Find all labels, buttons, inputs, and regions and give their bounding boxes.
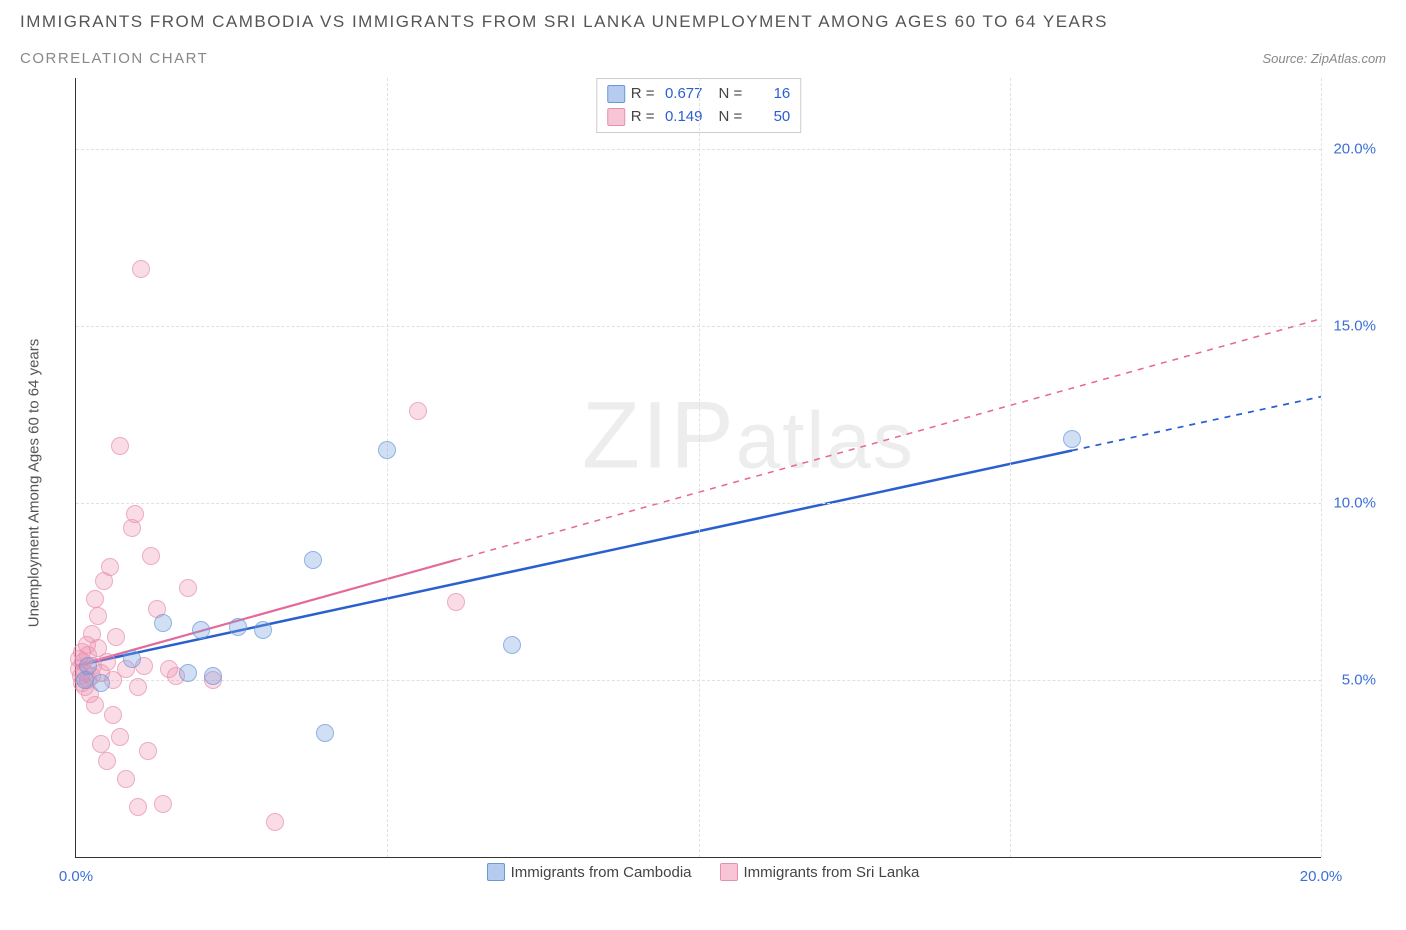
data-point (142, 547, 160, 565)
stat-label-r: R = (631, 106, 655, 129)
legend-label: Immigrants from Cambodia (511, 864, 692, 881)
data-point (154, 614, 172, 632)
data-point (1063, 430, 1081, 448)
bottom-legend: Immigrants from Cambodia Immigrants from … (20, 863, 1386, 885)
trend-line-dashed (1072, 397, 1321, 451)
data-point (92, 735, 110, 753)
data-point (192, 621, 210, 639)
stat-label-n: N = (719, 83, 743, 106)
data-point (447, 593, 465, 611)
legend-swatch (607, 85, 625, 103)
data-point (254, 621, 272, 639)
stat-label-n: N = (719, 106, 743, 129)
data-point (117, 770, 135, 788)
y-tick-label: 5.0% (1342, 671, 1376, 688)
legend-swatch (720, 863, 738, 881)
data-point (266, 813, 284, 831)
data-point (89, 607, 107, 625)
trend-line-solid (76, 451, 1072, 666)
data-point (101, 558, 119, 576)
data-point (179, 579, 197, 597)
data-point (111, 437, 129, 455)
gridline-v (387, 78, 388, 857)
gridline-v (1010, 78, 1011, 857)
data-point (139, 742, 157, 760)
legend-item: Immigrants from Cambodia (487, 863, 692, 881)
data-point (409, 402, 427, 420)
data-point (378, 441, 396, 459)
subtitle-row: CORRELATION CHART Source: ZipAtlas.com (20, 50, 1386, 67)
y-tick-label: 20.0% (1333, 140, 1376, 157)
legend-swatch (607, 108, 625, 126)
data-point (132, 260, 150, 278)
data-point (86, 696, 104, 714)
chart-subtitle: CORRELATION CHART (20, 50, 208, 67)
legend-item: Immigrants from Sri Lanka (720, 863, 920, 881)
stat-value-n: 50 (748, 106, 790, 129)
chart-container: Unemployment Among Ages 60 to 64 years Z… (20, 73, 1386, 893)
data-point (104, 706, 122, 724)
legend-label: Immigrants from Sri Lanka (744, 864, 920, 881)
stat-value-n: 16 (748, 83, 790, 106)
plot-area: ZIPatlas R =0.677N =16R =0.149N =50 5.0%… (75, 78, 1321, 858)
chart-title: IMMIGRANTS FROM CAMBODIA VS IMMIGRANTS F… (20, 12, 1386, 32)
data-point (92, 674, 110, 692)
data-point (204, 667, 222, 685)
data-point (304, 551, 322, 569)
trend-line-dashed (456, 319, 1321, 560)
data-point (129, 678, 147, 696)
data-point (503, 636, 521, 654)
data-point (179, 664, 197, 682)
data-point (79, 657, 97, 675)
data-point (123, 650, 141, 668)
data-point (98, 653, 116, 671)
y-tick-label: 15.0% (1333, 317, 1376, 334)
data-point (107, 628, 125, 646)
y-axis-title: Unemployment Among Ages 60 to 64 years (26, 339, 43, 628)
data-point (98, 752, 116, 770)
stat-value-r: 0.677 (661, 83, 703, 106)
data-point (154, 795, 172, 813)
data-point (129, 798, 147, 816)
stat-value-r: 0.149 (661, 106, 703, 129)
data-point (316, 724, 334, 742)
data-point (111, 728, 129, 746)
data-point (126, 505, 144, 523)
gridline-v (1321, 78, 1322, 857)
stat-label-r: R = (631, 83, 655, 106)
source-citation: Source: ZipAtlas.com (1262, 51, 1386, 66)
y-tick-label: 10.0% (1333, 494, 1376, 511)
data-point (229, 618, 247, 636)
legend-swatch (487, 863, 505, 881)
data-point (86, 590, 104, 608)
gridline-v (699, 78, 700, 857)
